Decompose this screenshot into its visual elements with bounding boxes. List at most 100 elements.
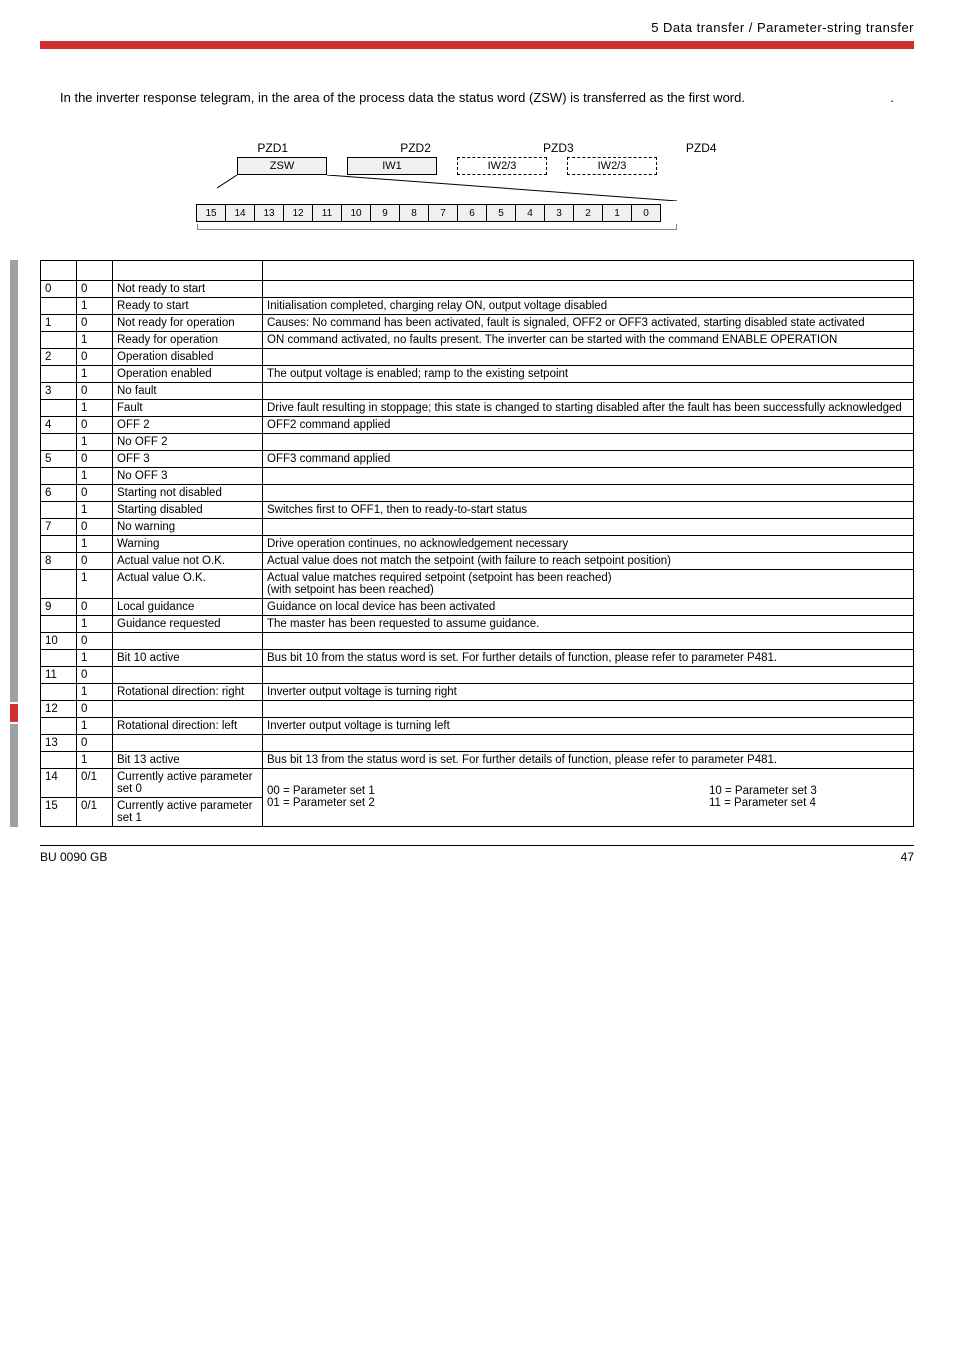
val-cell: 0 bbox=[77, 281, 113, 298]
val-cell: 1 bbox=[77, 650, 113, 667]
pzd-label: PZD2 bbox=[380, 141, 451, 157]
status-word-table: 00Not ready to start1Ready to startIniti… bbox=[40, 260, 914, 827]
param-set-desc: 00 = Parameter set 1 10 = Parameter set … bbox=[263, 769, 914, 827]
val-cell: 0 bbox=[77, 349, 113, 366]
desc-cell: OFF2 command applied bbox=[263, 417, 914, 434]
bit-cell: 5 bbox=[41, 451, 77, 468]
pzd-label: PZD4 bbox=[666, 141, 737, 157]
bit-cell: 8 bbox=[399, 204, 429, 222]
name-cell: No fault bbox=[113, 383, 263, 400]
bit-cell: 3 bbox=[41, 383, 77, 400]
bits-underline bbox=[197, 224, 677, 230]
bit-cell: 6 bbox=[457, 204, 487, 222]
bit-cell bbox=[41, 298, 77, 315]
desc-cell: ON command activated, no faults present.… bbox=[263, 332, 914, 349]
desc-cell bbox=[263, 349, 914, 366]
val-cell: 1 bbox=[77, 570, 113, 599]
connector-lines bbox=[217, 175, 737, 201]
val-cell: 0 bbox=[77, 599, 113, 616]
word-box: IW2/3 bbox=[457, 157, 547, 175]
desc-cell: Switches first to OFF1, then to ready-to… bbox=[263, 502, 914, 519]
val-cell: 0 bbox=[77, 519, 113, 536]
val-cell: 1 bbox=[77, 366, 113, 383]
val-cell: 1 bbox=[77, 502, 113, 519]
bit-cell: 7 bbox=[428, 204, 458, 222]
name-cell: Currently active parameter set 0 bbox=[113, 769, 263, 798]
desc-cell bbox=[263, 434, 914, 451]
name-cell bbox=[113, 701, 263, 718]
pzd-label: PZD3 bbox=[523, 141, 594, 157]
name-cell: Ready to start bbox=[113, 298, 263, 315]
desc-cell bbox=[263, 701, 914, 718]
desc-cell: Drive operation continues, no acknowledg… bbox=[263, 536, 914, 553]
word-box: ZSW bbox=[237, 157, 327, 175]
bit-cell bbox=[41, 536, 77, 553]
bit-cell: 0 bbox=[631, 204, 661, 222]
bit-cell bbox=[41, 366, 77, 383]
bit-cell: 12 bbox=[283, 204, 313, 222]
val-cell: 1 bbox=[77, 434, 113, 451]
val-cell: 1 bbox=[77, 684, 113, 701]
val-cell: 1 bbox=[77, 332, 113, 349]
bit-cell: 13 bbox=[254, 204, 284, 222]
desc-cell: Inverter output voltage is turning left bbox=[263, 718, 914, 735]
desc-cell: Bus bit 13 from the status word is set. … bbox=[263, 752, 914, 769]
bits-row: 1514131211109876543210 bbox=[197, 204, 737, 222]
val-cell: 1 bbox=[77, 718, 113, 735]
val-cell: 1 bbox=[77, 536, 113, 553]
desc-cell bbox=[263, 383, 914, 400]
left-orange-marker bbox=[10, 702, 18, 724]
desc-cell: Causes: No command has been activated, f… bbox=[263, 315, 914, 332]
bit-cell: 8 bbox=[41, 553, 77, 570]
bit-cell: 2 bbox=[573, 204, 603, 222]
desc-cell: Actual value matches required setpoint (… bbox=[263, 570, 914, 599]
val-cell: 1 bbox=[77, 616, 113, 633]
bit-cell: 2 bbox=[41, 349, 77, 366]
bit-cell: 9 bbox=[370, 204, 400, 222]
desc-cell bbox=[263, 281, 914, 298]
footer-left: BU 0090 GB bbox=[40, 850, 107, 864]
name-cell: OFF 2 bbox=[113, 417, 263, 434]
bit-cell: 5 bbox=[486, 204, 516, 222]
bit-cell: 15 bbox=[41, 798, 77, 827]
bit-cell bbox=[41, 400, 77, 417]
name-cell: Starting not disabled bbox=[113, 485, 263, 502]
bit-cell: 12 bbox=[41, 701, 77, 718]
name-cell: Operation enabled bbox=[113, 366, 263, 383]
bit-cell: 1 bbox=[602, 204, 632, 222]
name-cell bbox=[113, 633, 263, 650]
name-cell: Local guidance bbox=[113, 599, 263, 616]
desc-cell bbox=[263, 633, 914, 650]
bit-cell bbox=[41, 616, 77, 633]
name-cell: Fault bbox=[113, 400, 263, 417]
bit-cell: 0 bbox=[41, 281, 77, 298]
name-cell: Bit 10 active bbox=[113, 650, 263, 667]
bit-cell bbox=[41, 502, 77, 519]
name-cell: Currently active parameter set 1 bbox=[113, 798, 263, 827]
desc-cell: Inverter output voltage is turning right bbox=[263, 684, 914, 701]
desc-cell: Initialisation completed, charging relay… bbox=[263, 298, 914, 315]
desc-cell bbox=[263, 485, 914, 502]
name-cell: No OFF 3 bbox=[113, 468, 263, 485]
name-cell: OFF 3 bbox=[113, 451, 263, 468]
section-header: 5 Data transfer / Parameter-string trans… bbox=[40, 20, 914, 35]
desc-cell bbox=[263, 519, 914, 536]
name-cell: Not ready to start bbox=[113, 281, 263, 298]
name-cell: No warning bbox=[113, 519, 263, 536]
bit-cell: 4 bbox=[515, 204, 545, 222]
val-cell: 0 bbox=[77, 417, 113, 434]
name-cell bbox=[113, 735, 263, 752]
val-cell: 0 bbox=[77, 633, 113, 650]
name-cell: No OFF 2 bbox=[113, 434, 263, 451]
bit-cell bbox=[41, 718, 77, 735]
name-cell: Actual value not O.K. bbox=[113, 553, 263, 570]
val-cell: 0 bbox=[77, 553, 113, 570]
intro-paragraph: In the inverter response telegram, in th… bbox=[60, 89, 894, 107]
desc-cell: Guidance on local device has been activa… bbox=[263, 599, 914, 616]
val-cell: 0 bbox=[77, 485, 113, 502]
val-cell: 1 bbox=[77, 468, 113, 485]
word-box: IW1 bbox=[347, 157, 437, 175]
val-cell: 0 bbox=[77, 667, 113, 684]
name-cell: Operation disabled bbox=[113, 349, 263, 366]
bit-cell bbox=[41, 570, 77, 599]
